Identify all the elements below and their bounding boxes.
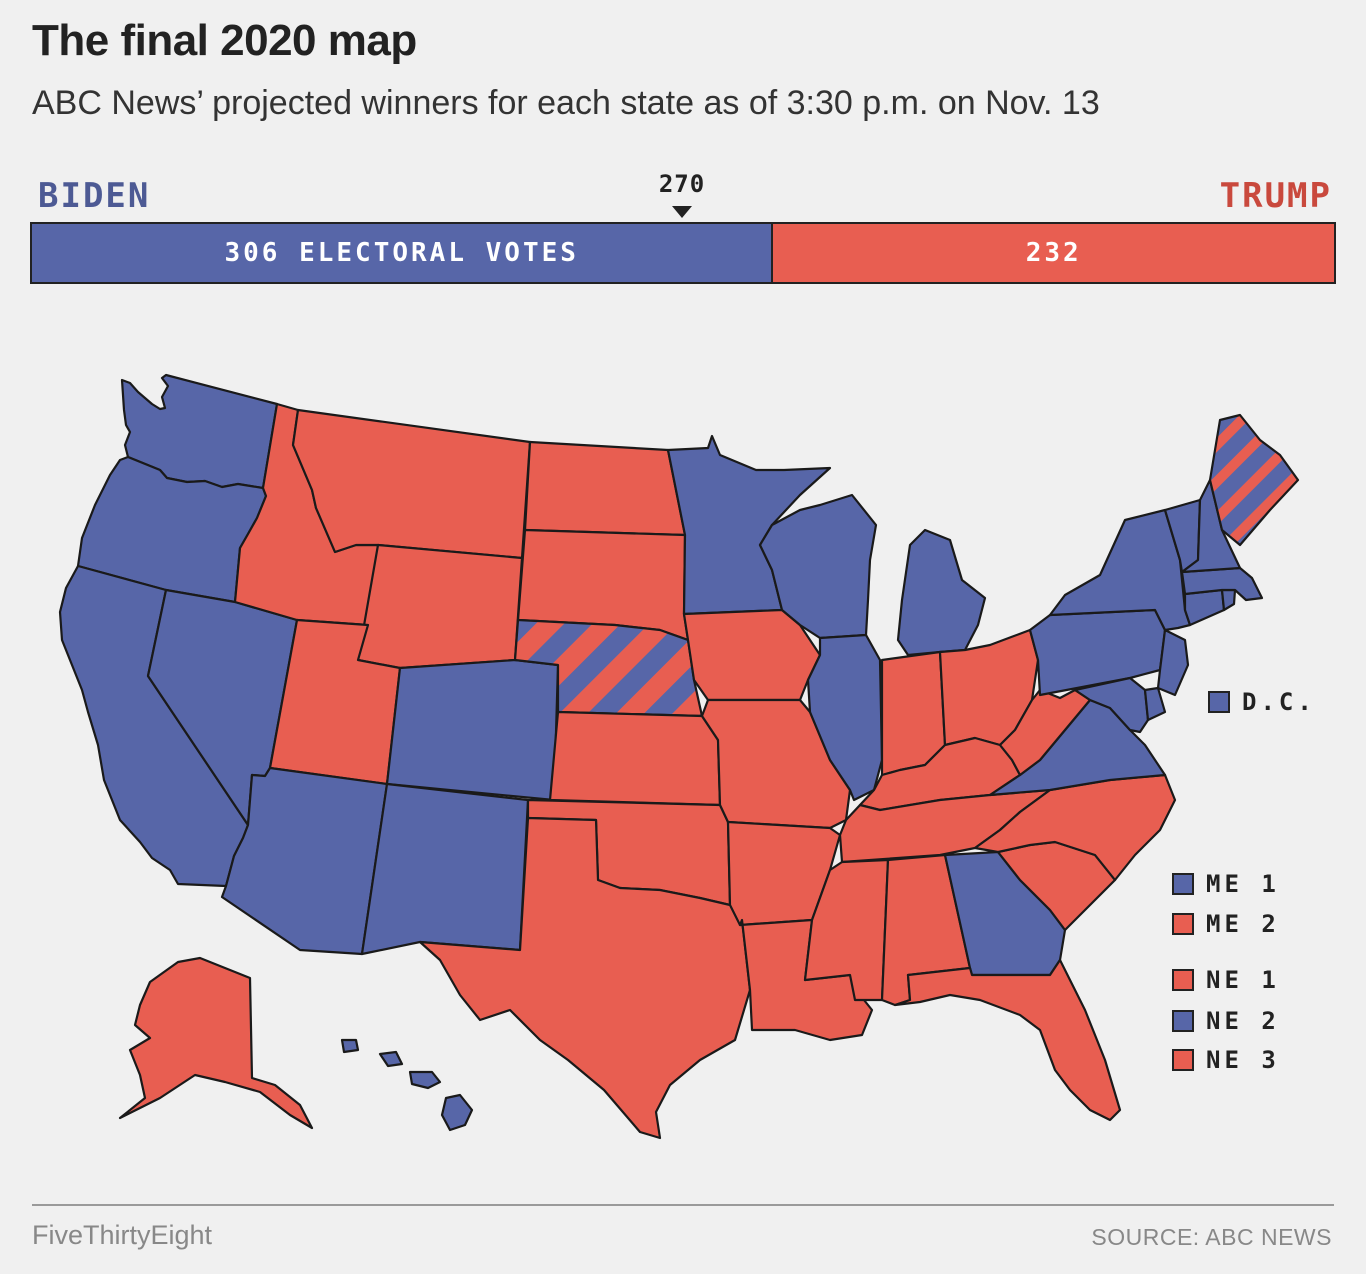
state-nd (523, 440, 687, 537)
state-hi-maui (408, 1070, 442, 1090)
state-hi-oahu (378, 1050, 404, 1068)
legend-ne1-swatch (1172, 969, 1194, 991)
trump-segment: 232 (773, 224, 1334, 282)
biden-label: BIDEN (38, 176, 151, 216)
page-subtitle: ABC News’ projected winners for each sta… (32, 84, 1100, 122)
state-ma (1180, 566, 1264, 602)
state-nj (1156, 628, 1190, 697)
footer-divider (32, 1204, 1334, 1206)
electoral-vote-bar: 306 ELECTORAL VOTES 232 (30, 222, 1336, 284)
threshold-label: 270 (658, 170, 706, 198)
state-wy (356, 543, 524, 670)
legend-ne2-label: NE 2 (1206, 1007, 1280, 1035)
legend-me2-label: ME 2 (1206, 910, 1280, 938)
state-mi (896, 528, 987, 657)
state-pa (1028, 608, 1167, 697)
legend-me2-swatch (1172, 913, 1194, 935)
state-ny (1048, 508, 1192, 632)
state-il (806, 633, 884, 802)
state-ct (1183, 588, 1226, 627)
legend-ne3-swatch (1172, 1049, 1194, 1071)
state-hi (440, 1093, 474, 1132)
legend-me1: ME 1 (1172, 870, 1280, 898)
footer-brand: FiveThirtyEight (32, 1220, 213, 1250)
legend-ne2: NE 2 (1172, 1007, 1280, 1035)
biden-segment: 306 ELECTORAL VOTES (32, 224, 774, 282)
threshold-arrow-icon (672, 206, 692, 218)
state-co (385, 658, 560, 802)
state-ri (1220, 588, 1237, 612)
legend-me2: ME 2 (1172, 910, 1280, 938)
state-mt (291, 408, 532, 560)
state-fl (893, 958, 1122, 1122)
state-me (1208, 413, 1300, 547)
legend-ne3-label: NE 3 (1206, 1046, 1280, 1074)
state-nm (360, 782, 530, 956)
footer-source: SOURCE: ABC NEWS (1091, 1224, 1332, 1250)
legend-dc-label: D.C. (1242, 688, 1316, 716)
legend-ne3: NE 3 (1172, 1046, 1280, 1074)
legend-ne2-swatch (1172, 1010, 1194, 1032)
us-map (58, 373, 1300, 1140)
state-mo (700, 698, 852, 830)
state-ak (118, 956, 314, 1130)
legend-dc-swatch (1208, 691, 1230, 713)
legend-me1-swatch (1172, 873, 1194, 895)
trump-label: TRUMP (1219, 176, 1332, 216)
legend-me1-label: ME 1 (1206, 870, 1280, 898)
state-tx (418, 816, 752, 1140)
state-de (1143, 686, 1167, 722)
state-hi-kauai (340, 1038, 360, 1054)
state-ne (513, 618, 704, 718)
legend-dc: D.C. (1208, 688, 1316, 716)
state-wi (758, 493, 878, 640)
state-ks (548, 710, 722, 807)
state-nc (973, 773, 1177, 882)
legend-ne1: NE 1 (1172, 966, 1280, 994)
state-md (1073, 676, 1150, 734)
page-title: The final 2020 map (32, 16, 417, 65)
legend-ne1-label: NE 1 (1206, 966, 1280, 994)
